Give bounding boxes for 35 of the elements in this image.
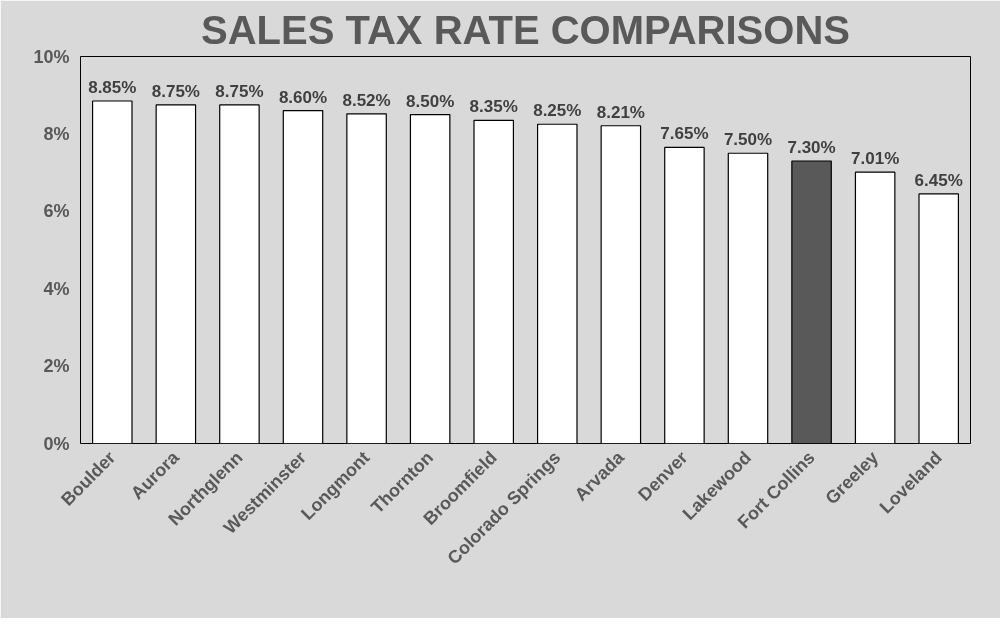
- y-tick-label: 2%: [43, 356, 70, 377]
- bar: [664, 146, 705, 444]
- bar: [473, 119, 515, 444]
- bar: [219, 104, 260, 444]
- data-label: 8.85%: [88, 78, 137, 97]
- bar: [282, 110, 324, 444]
- data-label: 8.50%: [406, 91, 455, 111]
- bar: [409, 113, 451, 444]
- bar: [155, 104, 197, 444]
- data-label: 8.21%: [596, 102, 645, 122]
- y-tick-label: 4%: [43, 278, 70, 299]
- bar: [346, 113, 387, 444]
- data-label: 8.75%: [215, 81, 264, 101]
- data-label: 7.65%: [660, 124, 709, 144]
- y-tick-label: 8%: [43, 123, 70, 144]
- data-label: 7.01%: [851, 149, 900, 169]
- data-label: 6.45%: [914, 170, 963, 190]
- data-label: 8.25%: [533, 101, 582, 121]
- data-label: 7.30%: [787, 137, 836, 157]
- y-tick-label: 6%: [43, 201, 70, 222]
- y-tick-label: 0%: [43, 433, 70, 454]
- data-label: 8.75%: [151, 81, 200, 101]
- bar: [854, 171, 896, 444]
- bar: [791, 160, 832, 444]
- y-tick-label: 10%: [33, 46, 70, 67]
- bar: [727, 152, 769, 444]
- bar: [536, 123, 578, 444]
- chart-title: SALES TAX RATE COMPARISONS: [201, 7, 850, 52]
- data-label: 8.52%: [342, 90, 391, 110]
- data-label: 8.35%: [469, 97, 518, 117]
- data-label: 8.60%: [278, 87, 328, 107]
- data-label: 7.50%: [723, 130, 773, 150]
- bar: [600, 125, 642, 444]
- bar: [918, 193, 960, 444]
- bar: [91, 100, 133, 444]
